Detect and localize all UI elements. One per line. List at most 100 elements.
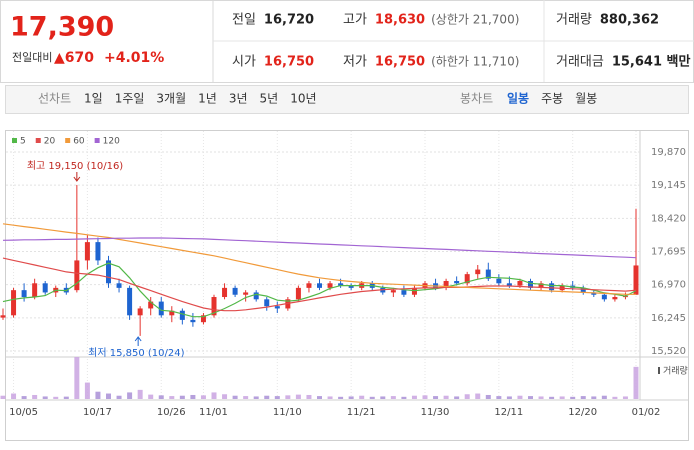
- candle-body: [295, 287, 301, 300]
- volume-bar: [422, 395, 428, 399]
- x-tick-label: 10/17: [83, 407, 112, 418]
- info-value: 16,720: [264, 13, 314, 28]
- legend-swatch: [35, 138, 41, 143]
- x-tick-label: 10/05: [9, 407, 38, 418]
- tab[interactable]: 1년: [198, 92, 217, 106]
- tab[interactable]: 월봉: [575, 92, 597, 106]
- candle-body: [591, 292, 597, 295]
- volume-bar: [549, 396, 555, 399]
- volume-bar: [84, 382, 90, 399]
- candle-body: [169, 310, 175, 316]
- volume-bar: [443, 395, 449, 399]
- volume-bar: [538, 396, 544, 399]
- candle-body: [633, 265, 639, 295]
- moving-average-line: [2, 262, 637, 318]
- volume-bar: [359, 395, 365, 399]
- candle-body: [549, 283, 555, 291]
- info-extra: (하한가 11,710): [431, 55, 519, 69]
- volume-bar: [285, 395, 291, 399]
- volume-bar: [485, 394, 491, 399]
- price: 17,390: [10, 12, 114, 43]
- info-extra: (상한가 21,700): [431, 13, 519, 27]
- volume-bar: [454, 396, 460, 399]
- volume-bar: [116, 395, 122, 399]
- volume-bar: [21, 396, 27, 399]
- volume-bar: [401, 396, 407, 399]
- volume-bar: [200, 395, 206, 399]
- tab[interactable]: 3개월: [156, 92, 186, 106]
- tab[interactable]: 5년: [260, 92, 279, 106]
- volume-label: 거래량: [663, 365, 688, 377]
- tab[interactable]: 주봉: [541, 92, 563, 106]
- volume-bar: [591, 396, 597, 399]
- candle-body: [580, 287, 586, 293]
- candle-body: [0, 315, 6, 318]
- candle-body: [475, 269, 481, 275]
- volume-bar: [433, 396, 439, 399]
- volume-bar: [179, 395, 185, 399]
- volume-bar: [11, 393, 17, 399]
- volume-bar: [601, 395, 607, 399]
- volume-bar: [232, 395, 238, 399]
- tab[interactable]: 3년: [229, 92, 248, 106]
- candle-body: [116, 283, 122, 288]
- candle-body: [243, 292, 249, 295]
- candle-body: [612, 297, 618, 300]
- volume-bar: [506, 396, 512, 399]
- y-tick-label: 19,870: [651, 147, 686, 158]
- volume-bar: [63, 396, 69, 399]
- volume-bar: [243, 396, 249, 399]
- x-tick-label: 12/20: [568, 407, 597, 418]
- candle-body: [274, 306, 280, 309]
- candle-body: [306, 283, 312, 288]
- tab-group-label: 선차트: [38, 92, 71, 106]
- candle-body: [506, 283, 512, 286]
- candle-body: [190, 319, 196, 323]
- volume-bar: [169, 396, 175, 399]
- info-label: 저가: [343, 55, 367, 70]
- candle-body: [32, 283, 38, 298]
- candle-body: [485, 269, 491, 279]
- volume-bar: [517, 395, 523, 399]
- moving-average-line: [2, 257, 637, 312]
- annotation-arrow: [134, 336, 142, 346]
- volume-bar: [42, 396, 48, 399]
- volume-bar: [74, 357, 80, 399]
- volume-bar: [53, 396, 59, 399]
- tab[interactable]: 10년: [290, 92, 316, 106]
- change-pct: +4.01%: [104, 50, 164, 66]
- annotation-high: 최고 19,150 (10/16): [27, 160, 123, 172]
- legend-label: 20: [44, 137, 56, 147]
- candle-body: [21, 290, 27, 298]
- info-label: 전일: [232, 13, 256, 28]
- volume-bar: [317, 396, 322, 399]
- tab[interactable]: 1주일: [115, 92, 145, 106]
- candle-body: [601, 294, 607, 300]
- info-label: 고가: [343, 13, 367, 28]
- candle-body: [11, 290, 17, 316]
- candle-body: [211, 297, 217, 316]
- candle-body: [517, 281, 523, 286]
- volume-bar: [559, 396, 565, 399]
- volume-bar: [95, 391, 101, 399]
- volume-bar: [222, 394, 228, 399]
- candle-body: [538, 283, 544, 288]
- volume-bar: [158, 395, 164, 399]
- legend-swatch: [65, 138, 71, 143]
- volume-bar: [274, 396, 280, 399]
- x-tick-label: 11/10: [273, 407, 302, 418]
- info-label: 시가: [232, 55, 256, 70]
- tab[interactable]: 일봉: [507, 92, 529, 106]
- volume-bar: [32, 394, 38, 399]
- y-tick-label: 16,970: [651, 280, 686, 291]
- volume-bar: [464, 394, 470, 399]
- candle-body: [95, 242, 101, 261]
- info-value: 880,362: [600, 13, 659, 28]
- candle-body: [528, 281, 533, 288]
- volume-bar: [496, 396, 502, 399]
- moving-average-line: [2, 237, 637, 259]
- candle-body: [74, 260, 80, 291]
- tab[interactable]: 1일: [84, 92, 103, 106]
- volume-bar: [306, 394, 312, 399]
- candle-body: [264, 299, 270, 307]
